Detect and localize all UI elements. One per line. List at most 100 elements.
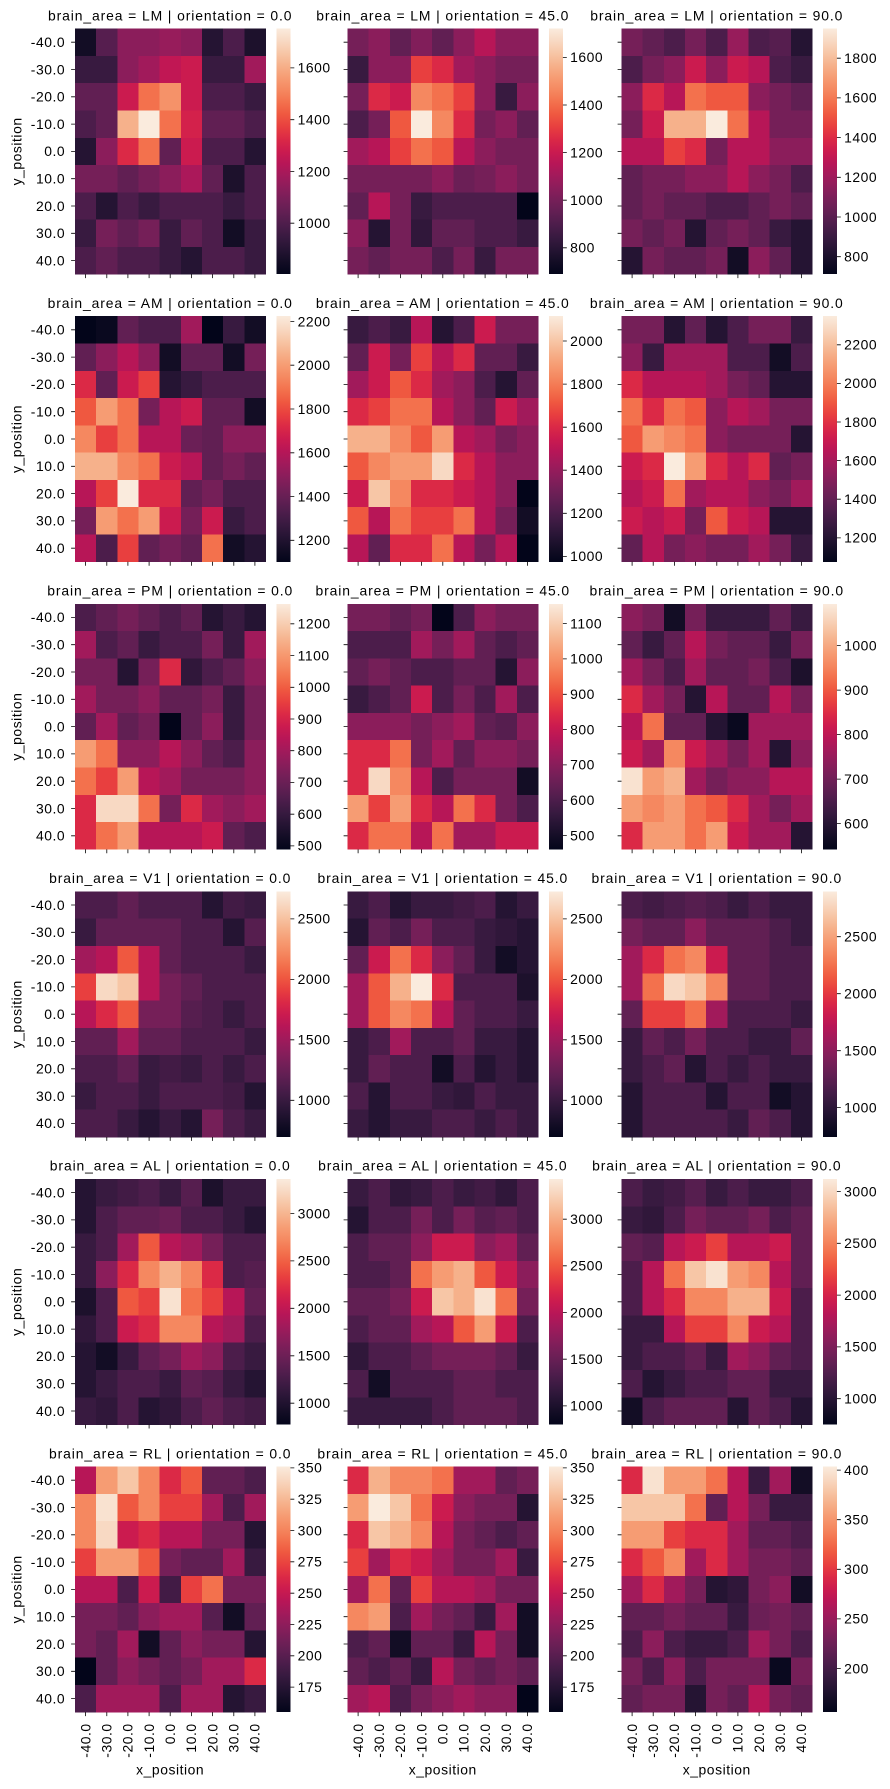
- svg-text:10.0: 10.0: [36, 1321, 65, 1337]
- svg-text:30.0: 30.0: [36, 513, 65, 529]
- svg-text:-20.0: -20.0: [31, 1527, 65, 1543]
- svg-text:225: 225: [298, 1616, 323, 1632]
- svg-text:2500: 2500: [570, 911, 603, 927]
- svg-text:brain_area = RL | orientation: brain_area = RL | orientation = 45.0: [317, 1445, 568, 1461]
- svg-text:1600: 1600: [570, 419, 603, 435]
- svg-text:700: 700: [298, 774, 323, 790]
- svg-text:1600: 1600: [298, 60, 331, 76]
- svg-text:2500: 2500: [570, 1258, 603, 1274]
- svg-text:y_position: y_position: [9, 1555, 25, 1623]
- svg-text:brain_area = V1 | orientation: brain_area = V1 | orientation = 45.0: [317, 870, 568, 886]
- svg-text:brain_area = AM | orientation: brain_area = AM | orientation = 90.0: [590, 295, 844, 311]
- svg-text:-40.0: -40.0: [624, 1723, 640, 1757]
- svg-text:1000: 1000: [844, 1391, 877, 1407]
- svg-text:40.0: 40.0: [36, 252, 65, 268]
- svg-text:1000: 1000: [298, 679, 331, 695]
- svg-text:200: 200: [570, 1648, 595, 1664]
- svg-text:2500: 2500: [844, 929, 877, 945]
- svg-text:800: 800: [298, 743, 323, 759]
- svg-text:2000: 2000: [844, 375, 877, 391]
- svg-text:40.0: 40.0: [36, 828, 65, 844]
- svg-text:-30.0: -30.0: [31, 924, 65, 940]
- svg-text:-20.0: -20.0: [31, 1239, 65, 1255]
- svg-text:600: 600: [844, 815, 869, 831]
- svg-text:175: 175: [570, 1679, 595, 1695]
- svg-text:1600: 1600: [844, 90, 877, 106]
- svg-text:30.0: 30.0: [36, 1663, 65, 1679]
- svg-text:900: 900: [570, 686, 595, 702]
- svg-text:1100: 1100: [570, 615, 602, 631]
- svg-text:1800: 1800: [298, 401, 331, 417]
- svg-text:1000: 1000: [570, 548, 603, 564]
- svg-text:-40.0: -40.0: [31, 609, 65, 625]
- svg-text:20.0: 20.0: [36, 1061, 65, 1077]
- svg-text:10.0: 10.0: [730, 1723, 746, 1752]
- svg-text:1600: 1600: [298, 445, 331, 461]
- svg-text:1200: 1200: [844, 169, 877, 185]
- svg-text:-20.0: -20.0: [31, 951, 65, 967]
- svg-text:1200: 1200: [298, 163, 331, 179]
- svg-text:2200: 2200: [298, 313, 331, 329]
- svg-text:-20.0: -20.0: [31, 376, 65, 392]
- svg-text:20.0: 20.0: [36, 1636, 65, 1652]
- svg-text:brain_area = V1 | orientation: brain_area = V1 | orientation = 90.0: [591, 870, 842, 886]
- svg-text:30.0: 30.0: [772, 1723, 788, 1752]
- svg-text:325: 325: [298, 1491, 323, 1507]
- svg-text:-10.0: -10.0: [31, 1554, 65, 1570]
- svg-text:-30.0: -30.0: [645, 1723, 661, 1757]
- svg-text:1500: 1500: [298, 1348, 331, 1364]
- svg-text:1200: 1200: [298, 616, 331, 632]
- svg-text:275: 275: [298, 1554, 323, 1570]
- svg-text:-40.0: -40.0: [31, 34, 65, 50]
- svg-text:1500: 1500: [844, 1043, 877, 1059]
- svg-text:250: 250: [844, 1611, 869, 1627]
- svg-text:40.0: 40.0: [36, 540, 65, 556]
- svg-text:0.0: 0.0: [44, 143, 65, 159]
- svg-text:x_position: x_position: [136, 1762, 204, 1778]
- svg-text:800: 800: [844, 249, 869, 265]
- svg-text:1400: 1400: [298, 488, 331, 504]
- svg-text:brain_area = PM | orientation: brain_area = PM | orientation = 90.0: [590, 583, 845, 599]
- svg-text:y_position: y_position: [9, 980, 25, 1048]
- svg-text:200: 200: [298, 1648, 323, 1664]
- svg-text:30.0: 30.0: [36, 800, 65, 816]
- svg-text:350: 350: [570, 1460, 595, 1476]
- svg-text:3000: 3000: [298, 1205, 331, 1221]
- svg-text:40.0: 40.0: [247, 1723, 263, 1752]
- svg-text:-10.0: -10.0: [31, 116, 65, 132]
- svg-text:1000: 1000: [298, 215, 331, 231]
- svg-text:1000: 1000: [570, 1092, 603, 1108]
- svg-text:3000: 3000: [844, 1183, 877, 1199]
- svg-text:30.0: 30.0: [36, 225, 65, 241]
- svg-text:350: 350: [844, 1512, 869, 1528]
- svg-text:brain_area = PM | orientation: brain_area = PM | orientation = 0.0: [47, 583, 293, 599]
- svg-text:1000: 1000: [570, 651, 603, 667]
- svg-text:brain_area = AL | orientation: brain_area = AL | orientation = 90.0: [592, 1158, 841, 1174]
- svg-text:1400: 1400: [844, 491, 877, 507]
- svg-text:0.0: 0.0: [44, 431, 65, 447]
- svg-text:2000: 2000: [570, 333, 603, 349]
- svg-text:brain_area = V1 | orientation: brain_area = V1 | orientation = 0.0: [49, 870, 291, 886]
- svg-text:20.0: 20.0: [36, 485, 65, 501]
- svg-text:30.0: 30.0: [226, 1723, 242, 1752]
- svg-text:0.0: 0.0: [44, 1006, 65, 1022]
- svg-text:1200: 1200: [570, 505, 603, 521]
- svg-text:-30.0: -30.0: [371, 1723, 387, 1757]
- svg-text:1800: 1800: [844, 414, 877, 430]
- svg-text:900: 900: [298, 711, 323, 727]
- svg-text:2000: 2000: [844, 1287, 877, 1303]
- svg-text:10.0: 10.0: [456, 1723, 472, 1752]
- svg-text:1400: 1400: [844, 129, 877, 145]
- svg-text:brain_area = RL | orientation: brain_area = RL | orientation = 0.0: [49, 1445, 291, 1461]
- svg-text:250: 250: [570, 1585, 595, 1601]
- svg-text:1000: 1000: [844, 209, 877, 225]
- svg-text:20.0: 20.0: [477, 1723, 493, 1752]
- svg-text:brain_area = PM | orientation: brain_area = PM | orientation = 45.0: [316, 583, 571, 599]
- svg-text:700: 700: [570, 757, 595, 773]
- svg-text:0.0: 0.0: [44, 718, 65, 734]
- svg-text:30.0: 30.0: [36, 1088, 65, 1104]
- svg-text:30.0: 30.0: [36, 1376, 65, 1392]
- svg-text:-30.0: -30.0: [31, 349, 65, 365]
- svg-text:x_position: x_position: [683, 1762, 751, 1778]
- svg-text:-30.0: -30.0: [31, 637, 65, 653]
